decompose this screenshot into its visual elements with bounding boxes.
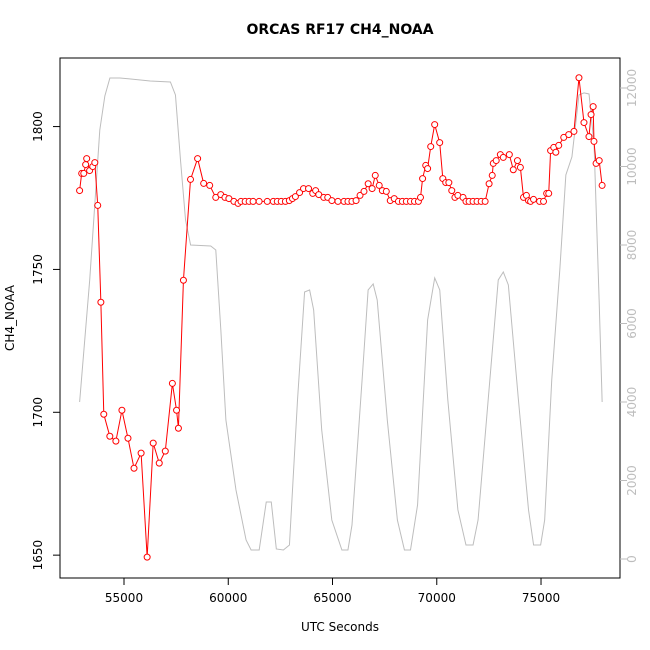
data-point [100,410,108,418]
data-point [587,111,595,119]
data-point [94,201,102,209]
data-point [509,166,517,174]
data-point [179,276,187,284]
data-point [334,197,342,205]
data-point [424,165,432,173]
data-point [124,434,132,442]
data-point [291,193,299,201]
y-tick-label: 1750 [31,254,45,285]
data-point [552,148,560,156]
chart-title: ORCAS RF17 CH4_NOAA [246,22,433,38]
data-point [375,181,383,189]
y2-tick-label: 10000 [625,147,639,185]
y-tick-label: 1650 [31,540,45,571]
series-line [79,77,603,551]
y2-tick-label: 0 [625,555,639,563]
data-point [431,121,439,129]
data-point [137,449,145,457]
y2-tick-label: 6000 [625,308,639,339]
y2-tick-label: 12000 [625,69,639,107]
data-point [143,553,151,561]
data-point [368,185,376,193]
data-point [540,197,548,205]
data-point [296,189,304,197]
data-point [263,197,271,205]
data-point [82,161,90,169]
data-point [488,171,496,179]
data-point [255,197,263,205]
data-point [371,171,379,179]
data-point [106,432,114,440]
data-point [168,379,176,387]
data-point [427,143,435,151]
data-point [505,151,513,159]
data-point [360,187,368,195]
x-tick-label: 75000 [522,591,560,605]
data-point [91,159,99,167]
data-point [174,424,182,432]
data-point [200,179,208,187]
data-point [595,157,603,165]
data-point [417,193,425,201]
data-point [187,175,195,183]
data-point [516,163,524,171]
data-point [545,189,553,197]
x-tick-label: 65000 [313,591,351,605]
data-point [305,185,313,193]
y-tick-label: 1800 [31,111,45,142]
data-point [590,137,598,145]
data-point [382,187,390,195]
data-point [445,179,453,187]
data-point [173,406,181,414]
x-tick-label: 55000 [105,591,143,605]
data-point [155,459,163,467]
data-point [575,74,583,82]
data-point [364,180,372,188]
data-point [97,298,105,306]
data-point [352,197,360,205]
data-point [485,180,493,188]
data-point [598,181,606,189]
data-point [249,197,257,205]
y2-tick-label: 8000 [625,230,639,261]
data-point [118,406,126,414]
data-point [448,187,456,195]
data-point [530,195,538,203]
data-point [112,437,120,445]
data-point [589,103,597,111]
data-point [194,155,202,163]
data-point [80,169,88,177]
data-point [328,197,336,205]
data-point [206,181,214,189]
data-point [492,157,500,165]
data-point [555,141,563,149]
data-point [76,187,84,195]
y2-tick-label: 2000 [625,465,639,496]
data-point [580,119,588,127]
data-point [130,464,138,472]
data-point [419,175,427,183]
x-tick-label: 70000 [418,591,456,605]
data-point [436,139,444,147]
y2-tick-label: 4000 [625,387,639,418]
x-tick-label: 60000 [209,591,247,605]
x-axis-label: UTC Seconds [301,620,379,634]
data-point [356,191,364,199]
data-point [570,127,578,135]
data-point [481,197,489,205]
data-point [565,131,573,139]
data-point [161,447,169,455]
data-point [149,439,157,447]
data-point [83,155,91,163]
data-point [513,157,521,165]
y-tick-label: 1700 [31,397,45,428]
data-point [585,133,593,141]
data-point [499,153,507,161]
plot-frame [59,57,621,579]
y-axis-label: CH4_NOAA [3,284,17,351]
